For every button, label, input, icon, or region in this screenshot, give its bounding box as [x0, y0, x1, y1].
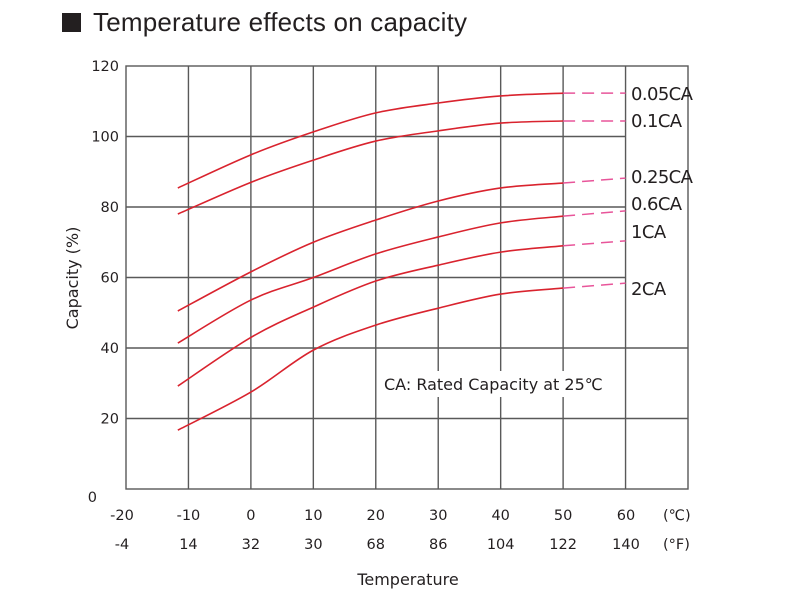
x-tick-label-fahrenheit: 122	[549, 537, 577, 553]
x-tick-label-celsius: 20	[367, 508, 385, 524]
x-tick-label-fahrenheit: 30	[304, 537, 322, 553]
series-label: 0.1CA	[631, 111, 683, 132]
y-tick-label: 20	[101, 412, 119, 428]
x-tick-label-celsius: 0	[246, 508, 255, 524]
series-line-0.1CA	[177, 120, 564, 215]
x-tick-label-fahrenheit: 68	[367, 537, 385, 553]
x-tick-label-fahrenheit: 140	[612, 537, 640, 553]
x-tick-label-celsius: 50	[554, 508, 572, 524]
annotation: CA: Rated Capacity at 25℃	[384, 375, 603, 394]
chart-title-text: Temperature effects on capacity	[93, 6, 468, 37]
y-tick-label: 60	[101, 271, 119, 287]
x-tick-label-fahrenheit: 104	[487, 537, 515, 553]
series-line-0.25CA	[177, 182, 564, 312]
x-tick-label-celsius: 10	[304, 508, 322, 524]
x-tick-label-fahrenheit: 86	[429, 537, 447, 553]
y-tick-label: 100	[91, 130, 119, 146]
series-extrapolation-0.25CA	[563, 177, 626, 184]
series-line-1CA	[177, 244, 564, 387]
y-tick-label: 120	[91, 59, 119, 75]
annotation-background	[378, 371, 600, 397]
series-label: 1CA	[631, 222, 667, 243]
chart-title: Temperature effects on capacity	[62, 4, 467, 40]
series-label: 0.05CA	[631, 84, 694, 105]
series-line-0.05CA	[177, 92, 564, 189]
grid	[125, 65, 689, 490]
x-axis-label: Temperature	[356, 570, 458, 589]
x-unit-celsius: (℃)	[663, 508, 691, 524]
series-label: 0.25CA	[631, 167, 694, 188]
y-tick-label: 0	[88, 490, 97, 506]
y-tick-label: 40	[101, 341, 119, 357]
series-line-2CA	[177, 287, 564, 431]
series-label: 0.6CA	[631, 194, 683, 215]
series-label: 2CA	[631, 279, 667, 300]
title-square-icon	[62, 12, 81, 32]
series-lines	[177, 92, 626, 431]
series-labels: 0.05CA 0.1CA 0.25CA 0.6CA 1CA 2CA	[631, 84, 694, 300]
x-unit-fahrenheit: (°F)	[663, 537, 690, 553]
x-tick-label-celsius: 60	[617, 508, 635, 524]
axis-ticks: 0 20 40 60 80 100 120 -20 -10 0 10 20 30 40 50 60 -4 14 32…	[88, 59, 691, 553]
y-tick-label: 80	[101, 200, 119, 216]
x-tick-label-fahrenheit: 32	[242, 537, 260, 553]
x-tick-label-celsius: -10	[177, 508, 201, 524]
y-axis-label: Capacity (%)	[63, 227, 82, 330]
x-tick-label-fahrenheit: -4	[115, 537, 129, 553]
x-tick-label-celsius: 40	[491, 508, 509, 524]
x-tick-label-celsius: -20	[110, 508, 134, 524]
series-extrapolation-0.6CA	[563, 210, 626, 217]
x-tick-label-celsius: 30	[429, 508, 447, 524]
x-tick-label-fahrenheit: 14	[179, 537, 197, 553]
series-line-0.6CA	[177, 215, 564, 344]
series-extrapolation-1CA	[563, 240, 626, 247]
series-extrapolation-2CA	[563, 282, 626, 289]
